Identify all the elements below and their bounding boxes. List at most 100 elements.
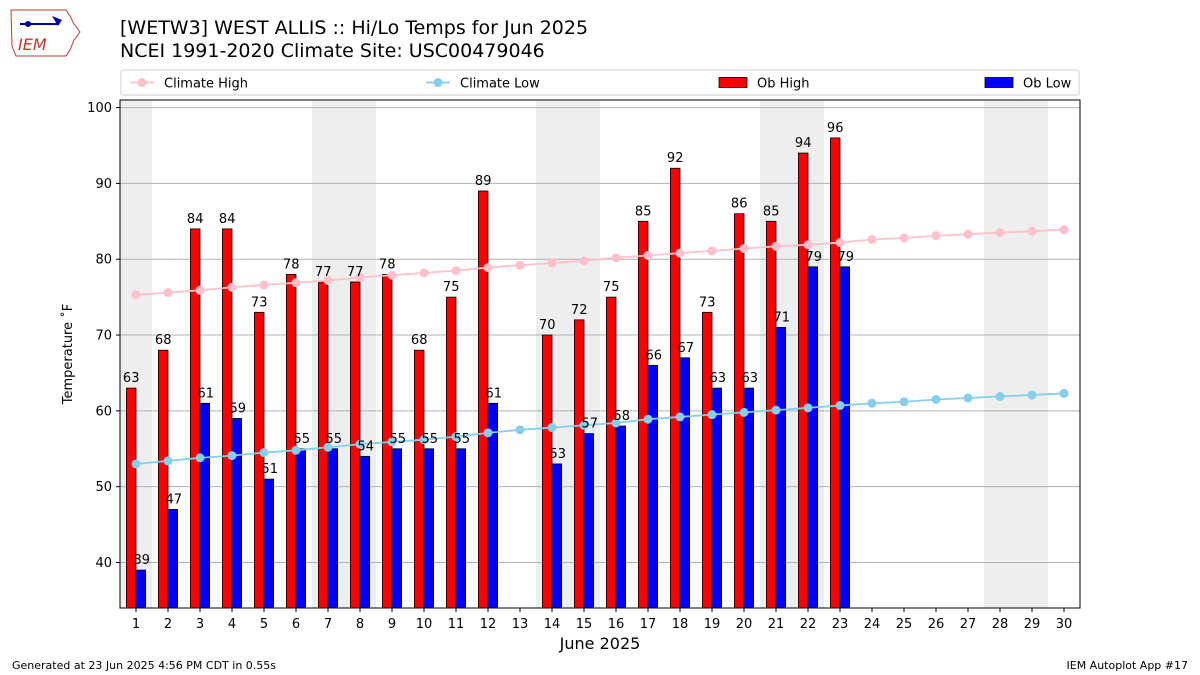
x-tick-label: 15 [576,617,593,632]
climate-high-point [611,253,621,263]
climate-high-point [707,246,717,256]
climate-low-point [323,442,333,452]
ob-low-bar [807,266,819,609]
climate-low-point [995,391,1005,401]
x-tick-label: 24 [864,617,881,632]
y-tick-label: 40 [95,556,112,571]
ob-high-label: 84 [187,212,204,227]
ob-high-bar [253,311,265,609]
y-tick-label: 70 [95,329,112,344]
weekend-band [984,100,1048,608]
x-tick-label: 22 [800,617,817,632]
ob-high-label: 63 [123,371,140,386]
y-tick-label: 50 [95,480,112,495]
x-tick-label: 3 [196,617,204,632]
x-tick-label: 11 [448,617,465,632]
ob-high-bar [798,152,809,609]
climate-high-point [963,229,973,239]
y-tick-label: 100 [87,101,112,116]
x-tick-label: 26 [928,617,945,632]
ob-high-label: 78 [283,257,300,272]
ob-low-bar [359,455,371,609]
ob-low-label: 57 [582,417,599,432]
legend-ob-low-swatch [984,77,1014,88]
logo-text: IEM [18,35,47,54]
x-axis-label: June 2025 [559,634,641,653]
climate-high-point [547,258,557,268]
ob-high-label: 92 [667,151,684,166]
ob-low-bar [551,463,563,609]
climate-high-point [323,275,333,285]
climate-low-point [195,453,205,463]
ob-high-bar [638,220,649,609]
ob-low-bar [199,402,211,609]
climate-high-point [1059,225,1069,235]
ob-low-bar [711,387,723,609]
climate-low-point [419,435,429,445]
ob-low-label: 63 [742,371,759,386]
climate-high-point [451,266,461,276]
ob-high-bar [702,311,713,609]
ob-low-label: 55 [422,432,439,447]
ob-low-label: 55 [326,432,343,447]
ob-low-bar [775,327,787,609]
climate-low-point [515,425,525,435]
climate-low-point [771,405,781,415]
ob-low-label: 66 [646,348,663,363]
climate-low-point [611,418,621,428]
climate-low-point [131,459,141,469]
ob-high-label: 73 [251,295,268,310]
climate-low-point [707,410,717,420]
iem-logo: IEM [10,9,81,57]
climate-low-point [387,437,397,447]
x-tick-label: 21 [768,617,785,632]
x-tick-label: 2 [164,617,172,632]
ob-low-bar [839,266,851,609]
climate-low-point [835,401,845,411]
climate-high-point [163,288,173,298]
climate-high-point [931,231,941,241]
ob-low-label: 55 [294,432,311,447]
climate-low-point [547,423,557,433]
ob-low-label: 55 [390,432,407,447]
climate-low-point [867,398,877,408]
climate-low-point [899,397,909,407]
legend-climate-low-marker [433,78,443,87]
ob-low-label: 63 [710,371,727,386]
ob-low-bar [455,448,467,609]
y-axis-label: Temperature ˚F [60,304,76,405]
climate-high-point [739,244,749,254]
climate-high-point [835,238,845,248]
legend-ob-high-swatch [718,77,748,88]
ob-high-label: 73 [699,295,716,310]
climate-high-point [259,280,269,290]
ob-low-bar [263,478,275,609]
x-tick-label: 5 [260,617,268,632]
x-tick-label: 13 [512,617,529,632]
logo-arrow [52,16,62,26]
ob-low-bar [647,364,659,609]
ob-low-bar [327,448,339,609]
climate-high-point [387,270,397,280]
ob-high-bar [445,296,457,609]
chart-title: [WETW3] WEST ALLIS :: Hi/Lo Temps for Ju… [120,17,589,39]
climate-low-point [931,394,941,404]
ob-high-bar [574,319,585,609]
x-tick-label: 28 [992,617,1009,632]
ob-high-label: 94 [795,136,812,151]
ob-high-label: 68 [155,333,172,348]
climate-low-point [483,428,493,438]
x-tick-label: 7 [324,617,332,632]
ob-high-label: 89 [475,174,492,189]
ob-high-bar [606,296,617,609]
app-credit: IEM Autoplot App #17 [1066,659,1189,672]
x-tick-label: 17 [640,617,657,632]
climate-low-point [1059,388,1069,398]
legend-climate-low-label: Climate Low [460,77,540,92]
climate-high-point [675,248,685,258]
legend-climate-high-marker [137,78,147,87]
climate-low-point [643,414,653,424]
legend-climate-high-label: Climate High [164,77,248,92]
ob-low-bar [231,418,243,609]
